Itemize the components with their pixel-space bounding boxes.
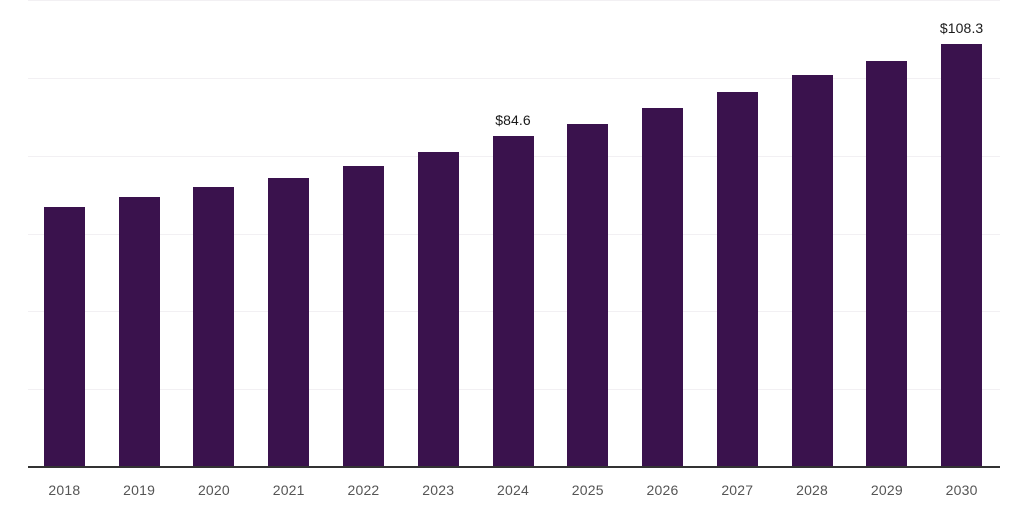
bar-group xyxy=(342,0,384,467)
bar-group xyxy=(118,0,160,467)
x-axis-tick-labels: 2018 2019 2020 2021 2022 2023 2024 2025 2026 2027… xyxy=(28,474,1000,512)
x-tick-label-2023: 2023 xyxy=(422,482,455,498)
bar-2018[interactable] xyxy=(43,207,85,467)
x-tick-label-2019: 2019 xyxy=(123,482,156,498)
bar-group xyxy=(43,0,85,467)
bar-value-label-2024: $84.6 xyxy=(495,112,531,129)
x-tick-label-2026: 2026 xyxy=(646,482,679,498)
bar-group xyxy=(866,0,908,467)
bar-2022[interactable] xyxy=(342,166,384,467)
x-tick-label-2022: 2022 xyxy=(347,482,380,498)
x-tick-label-2027: 2027 xyxy=(721,482,754,498)
bar-group: $108.3 xyxy=(939,0,984,467)
bar-group xyxy=(567,0,609,467)
x-tick-label-2024: 2024 xyxy=(497,482,529,498)
bar-group xyxy=(642,0,684,467)
bar-group xyxy=(791,0,833,467)
bar-2025[interactable] xyxy=(567,123,609,467)
x-tick-label-2028: 2028 xyxy=(796,482,829,498)
bar-2027[interactable] xyxy=(716,92,758,467)
bars-layer: $84.6 $108.3 xyxy=(28,0,1000,467)
bar-2019[interactable] xyxy=(118,196,160,467)
bar-2029[interactable] xyxy=(866,61,908,467)
x-axis-line xyxy=(28,466,1000,468)
bar-2026[interactable] xyxy=(642,108,684,467)
bar-2028[interactable] xyxy=(791,75,833,467)
x-tick-label-2029: 2029 xyxy=(870,482,903,498)
bar-group: $84.6 xyxy=(492,0,534,467)
gridline xyxy=(28,0,1000,1)
bar-2030[interactable] xyxy=(941,43,983,467)
bar-value-label-2030: $108.3 xyxy=(939,19,984,36)
gridline xyxy=(28,78,1000,80)
x-tick-label-2030: 2030 xyxy=(945,482,978,498)
bar-group xyxy=(417,0,459,467)
bar-2024[interactable] xyxy=(492,136,534,467)
x-tick-label-2021: 2021 xyxy=(272,482,305,498)
bar-2021[interactable] xyxy=(268,178,310,467)
x-tick-label-2018: 2018 xyxy=(48,482,81,498)
bar-2020[interactable] xyxy=(193,187,235,467)
bar-group xyxy=(193,0,235,467)
x-tick-label-2020: 2020 xyxy=(197,482,230,498)
bar-2023[interactable] xyxy=(417,152,459,467)
bar-group xyxy=(268,0,310,467)
x-tick-label-2025: 2025 xyxy=(571,482,604,498)
bar-group xyxy=(716,0,758,467)
plot-area: $84.6 $108.3 xyxy=(28,0,1000,467)
